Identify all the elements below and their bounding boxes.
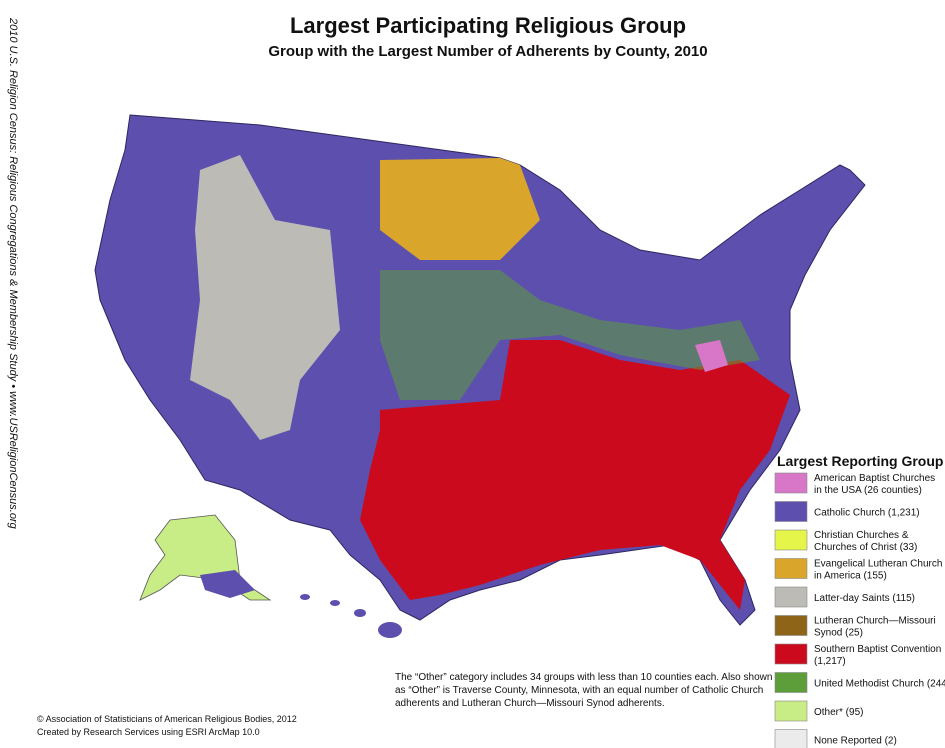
legend-swatch <box>774 643 808 665</box>
credit-line: © Association of Statisticians of Americ… <box>37 714 297 724</box>
legend-swatch <box>774 729 808 748</box>
legend-label: American Baptist Churches <box>814 473 935 484</box>
legend-label: Synod (25) <box>814 628 863 639</box>
appalachia <box>695 340 728 372</box>
legend-label: United Methodist Church (244) <box>814 679 945 690</box>
alaska-south <box>200 570 255 598</box>
midwest-mix <box>380 270 760 400</box>
legend-label: None Reported (2) <box>814 736 897 747</box>
legend-label: Catholic Church (1,231) <box>814 508 920 519</box>
legend-label: Lutheran Church—Missouri <box>814 616 936 627</box>
north-region <box>380 158 540 260</box>
hawaii <box>354 609 366 617</box>
note-line: as “Other” is Traverse County, Minnesota… <box>395 685 763 696</box>
legend-label: Evangelical Lutheran Church <box>814 559 942 570</box>
note: The “Other” category includes 34 groups … <box>395 672 772 709</box>
credit-line: Created by Research Services using ESRI … <box>37 727 260 737</box>
subtitle: Group with the Largest Number of Adheren… <box>268 43 707 60</box>
legend-swatch <box>774 700 808 722</box>
note-line: The “Other” category includes 34 groups … <box>395 672 772 683</box>
legend-swatch <box>774 529 808 551</box>
legend-swatch <box>774 586 808 608</box>
legend-label: (1,217) <box>814 656 846 667</box>
legend-swatch <box>774 558 808 579</box>
legend-label: Churches of Christ (33) <box>814 542 917 553</box>
legend-label: in the USA (26 counties) <box>814 485 922 496</box>
hawaii <box>300 594 310 600</box>
note-line: adherents and Lutheran Church—Missouri S… <box>395 698 665 709</box>
legend-label: Southern Baptist Convention <box>814 644 941 655</box>
west-region <box>190 155 340 440</box>
legend-label: in America (155) <box>814 571 887 582</box>
south-region <box>360 340 790 610</box>
legend-title: Largest Reporting Group <box>777 453 943 469</box>
hawaii <box>378 622 402 638</box>
legend-swatch <box>774 672 808 693</box>
map <box>94 114 866 638</box>
title: Largest Participating Religious Group <box>290 13 686 38</box>
side-text: 2010 U.S. Religion Census: Religious Con… <box>7 17 19 530</box>
credits: © Association of Statisticians of Americ… <box>37 714 297 737</box>
legend-swatch <box>774 501 808 522</box>
legend-label: Other* (95) <box>814 707 863 718</box>
legend-swatch <box>774 615 808 636</box>
legend-label: Christian Churches & <box>814 530 909 541</box>
hawaii <box>330 600 340 606</box>
legend: Largest Reporting Group American Baptist… <box>774 453 945 748</box>
legend-label: Latter-day Saints (115) <box>814 593 915 604</box>
legend-swatch <box>774 472 808 494</box>
